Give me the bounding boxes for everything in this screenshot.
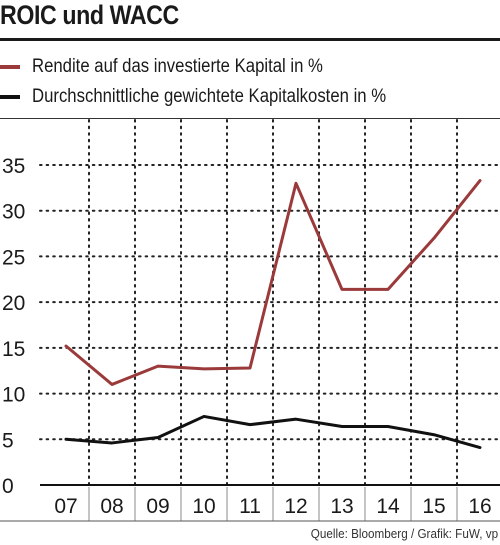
- series-line-wacc: [64, 414, 482, 450]
- chart-title: ROIC und WACC: [0, 0, 179, 30]
- legend-rule: [0, 118, 500, 119]
- x-tick-label: 07: [54, 495, 77, 518]
- y-tick-label: 0: [2, 475, 14, 498]
- y-tick-label: 20: [2, 292, 25, 315]
- x-tick-label: 09: [146, 495, 169, 518]
- x-tick-label: 11: [239, 495, 261, 518]
- legend-item-roic: Rendite auf das investierte Kapital in %: [0, 52, 500, 82]
- y-tick-label: 35: [2, 155, 25, 178]
- y-tick-label: 30: [2, 201, 25, 224]
- source-note: Quelle: Bloomberg / Grafik: FuW, vp: [310, 526, 498, 541]
- x-tick-label: 12: [284, 495, 307, 518]
- legend: Rendite auf das investierte Kapital in %…: [0, 52, 500, 112]
- legend-item-wacc: Durchschnittliche gewichtete Kapitalkost…: [0, 82, 500, 112]
- legend-label-wacc: Durchschnittliche gewichtete Kapitalkost…: [32, 86, 387, 107]
- legend-swatch-wacc: [0, 95, 20, 99]
- x-tick-label: 16: [468, 495, 491, 518]
- x-tick-label: 10: [192, 495, 215, 518]
- legend-label-roic: Rendite auf das investierte Kapital in %: [32, 56, 323, 77]
- x-tick-label: 13: [330, 495, 353, 518]
- title-rule: [0, 38, 500, 41]
- y-tick-label: 15: [2, 338, 25, 361]
- y-tick-label: 25: [2, 246, 25, 269]
- legend-swatch-roic: [0, 65, 20, 69]
- series-line-roic: [64, 179, 482, 386]
- x-tick-label: 14: [376, 495, 400, 518]
- x-tick-label: 15: [422, 495, 445, 518]
- x-tick-label: 08: [100, 495, 123, 518]
- y-tick-label: 10: [2, 384, 25, 407]
- y-tick-label: 5: [2, 429, 14, 452]
